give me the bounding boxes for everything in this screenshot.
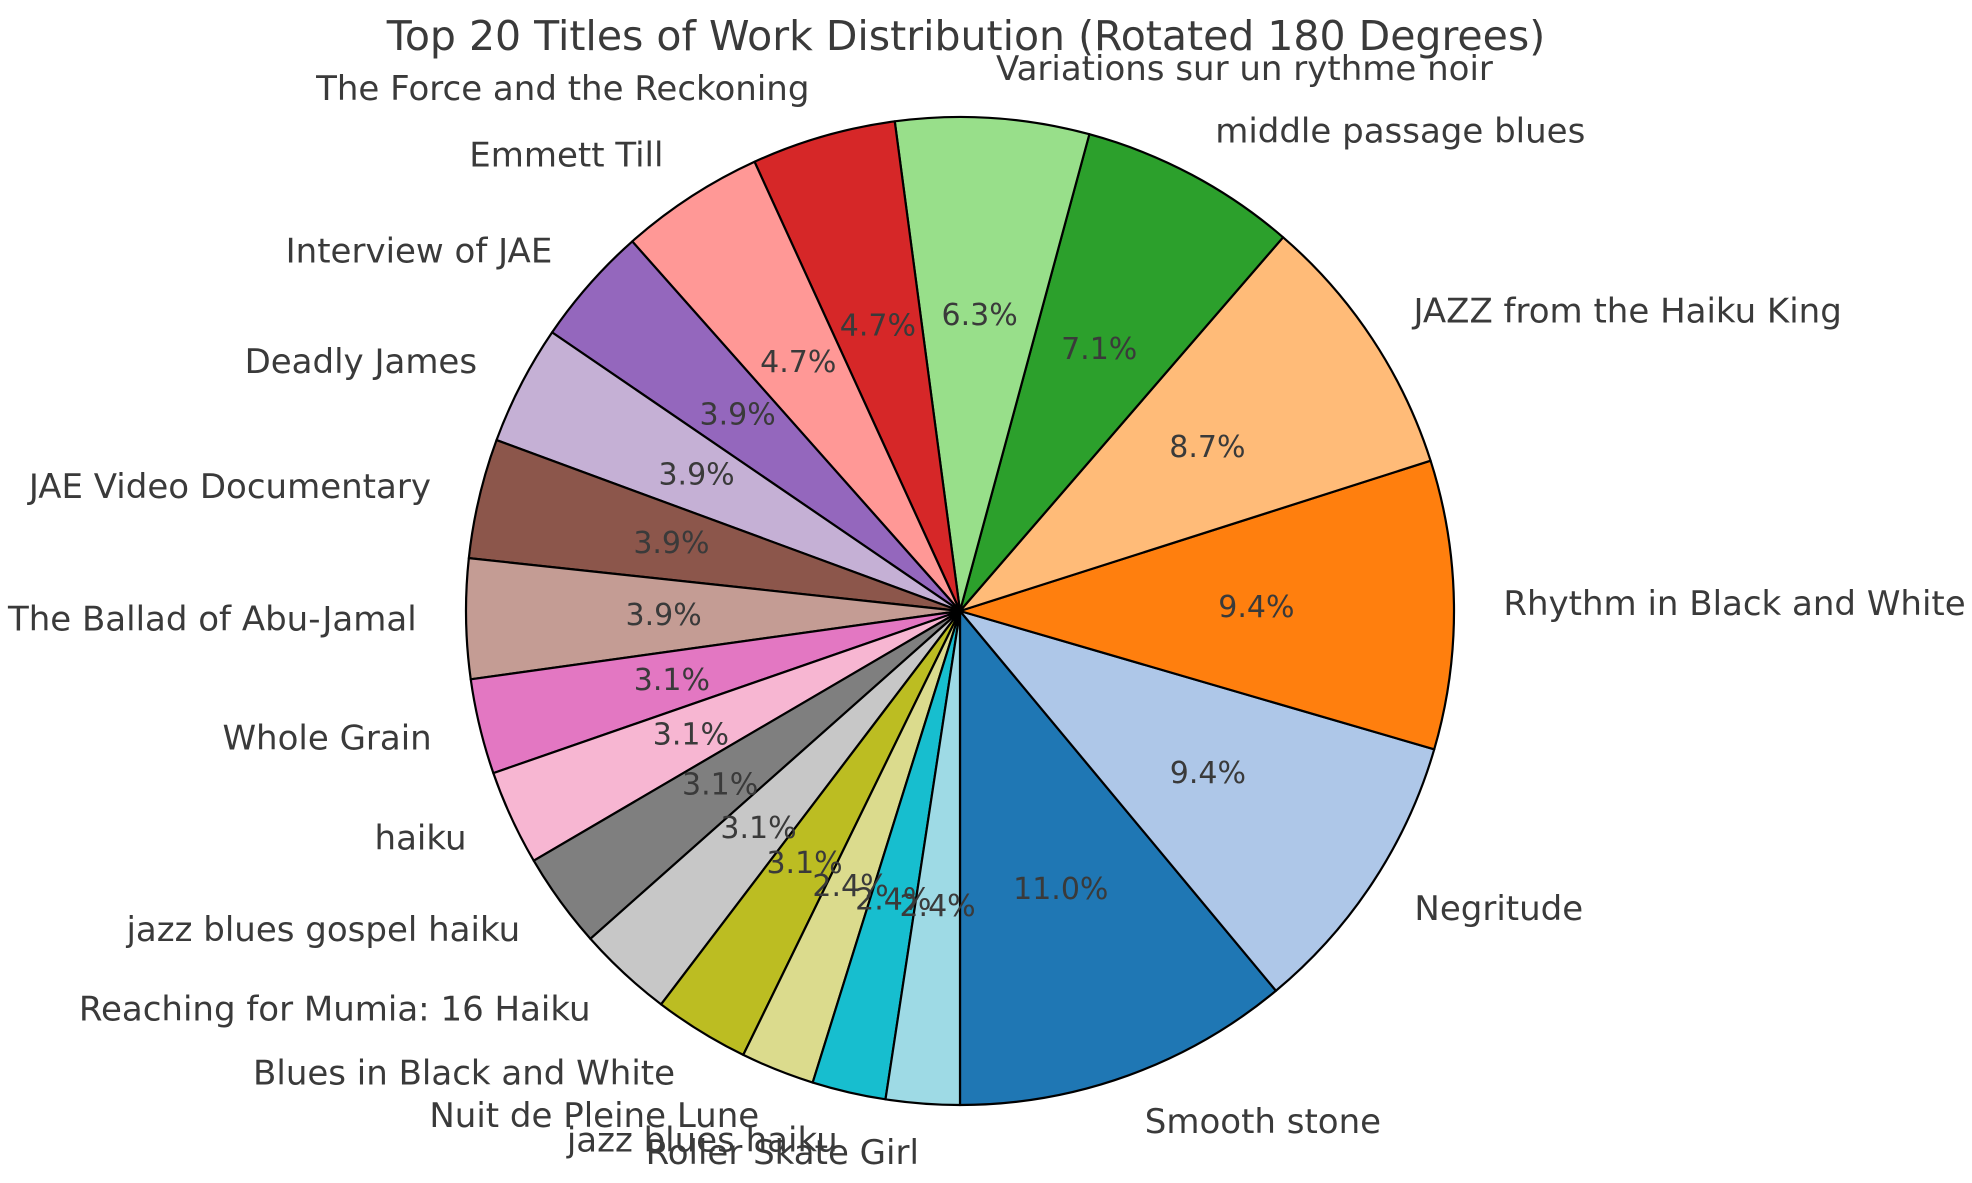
slice-label-1: Negritude <box>1414 889 1583 929</box>
slice-label-17: Nuit de Pleine Lune <box>429 1096 759 1136</box>
slice-label-4: middle passage blues <box>1215 111 1585 151</box>
slice-label-11: The Ballad of Abu-Jamal <box>7 600 417 640</box>
pie-slice-2 <box>958 459 1456 751</box>
pct-label-2: 9.4% <box>1218 590 1294 625</box>
slice-label-14: jazz blues gospel haiku <box>125 910 520 950</box>
slice-label-6: The Force and the Reckoning <box>315 69 809 109</box>
pct-label-15: 3.1% <box>720 811 796 846</box>
slice-labels-group: Smooth stone Negritude Rhythm in Black and… <box>7 49 1966 1173</box>
pie-slice-5 <box>893 115 1091 613</box>
slice-label-2: Rhythm in Black and White <box>1503 584 1965 624</box>
pie-slice-1 <box>958 609 1436 992</box>
pct-labels-group: 11.0% 9.4% 9.4% 8.7% 7.1% 6.3% 4.7%4.7% 3.9% 3.9… <box>626 298 1295 924</box>
slice-label-7: Emmett Till <box>469 136 663 176</box>
pie-slice-3 <box>958 236 1432 613</box>
pct-label-4: 7.1% <box>1061 332 1137 367</box>
slice-label-3: JAZZ from the Haiku King <box>1411 292 1841 332</box>
pct-label-14: 3.1% <box>682 768 758 803</box>
slice-label-10: JAE Video Documentary <box>27 467 431 507</box>
slice-label-9: Deadly James <box>245 342 478 382</box>
pct-label-6: 4.7% <box>840 309 916 344</box>
slice-label-0: Smooth stone <box>1145 1102 1381 1142</box>
slice-label-5: Variations sur un rythme noir <box>996 49 1493 89</box>
pie-slice-19 <box>884 609 962 1107</box>
pct-label-1: 9.4% <box>1170 756 1246 791</box>
pct-label-3: 8.7% <box>1169 430 1245 465</box>
pct-label-19: 2.4% <box>899 889 975 924</box>
pct-label-8: 3.9% <box>700 398 776 433</box>
pct-label-16: 3.1% <box>766 846 842 881</box>
pct-label-7: 4.7% <box>760 345 836 380</box>
slice-label-12: Whole Grain <box>222 718 431 758</box>
pie-slice-4 <box>958 133 1285 613</box>
pct-label-0: 11.0% <box>1013 872 1108 907</box>
pct-label-12: 3.1% <box>634 663 710 698</box>
slice-label-13: haiku <box>375 819 467 859</box>
pct-label-11: 3.9% <box>626 598 702 633</box>
chart-title: Top 20 Titles of Work Distribution (Rota… <box>386 12 1545 60</box>
pct-label-5: 6.3% <box>942 298 1018 333</box>
pct-label-18: 2.4% <box>855 882 931 917</box>
slice-label-15: Reaching for Mumia: 16 Haiku <box>79 990 591 1030</box>
pie-wedges-group <box>464 115 1456 1107</box>
pie-slice-0 <box>958 609 1278 1107</box>
pct-label-13: 3.1% <box>653 718 729 753</box>
slice-label-8: Interview of JAE <box>286 232 553 272</box>
slice-label-18: jazz blues haiku <box>566 1120 838 1160</box>
pct-label-9: 3.9% <box>658 458 734 493</box>
pct-label-17: 2.4% <box>812 869 888 904</box>
slice-label-19: Roller Skate Girl <box>646 1133 919 1173</box>
slice-label-16: Blues in Black and White <box>253 1054 675 1094</box>
pct-label-10: 3.9% <box>633 526 709 561</box>
